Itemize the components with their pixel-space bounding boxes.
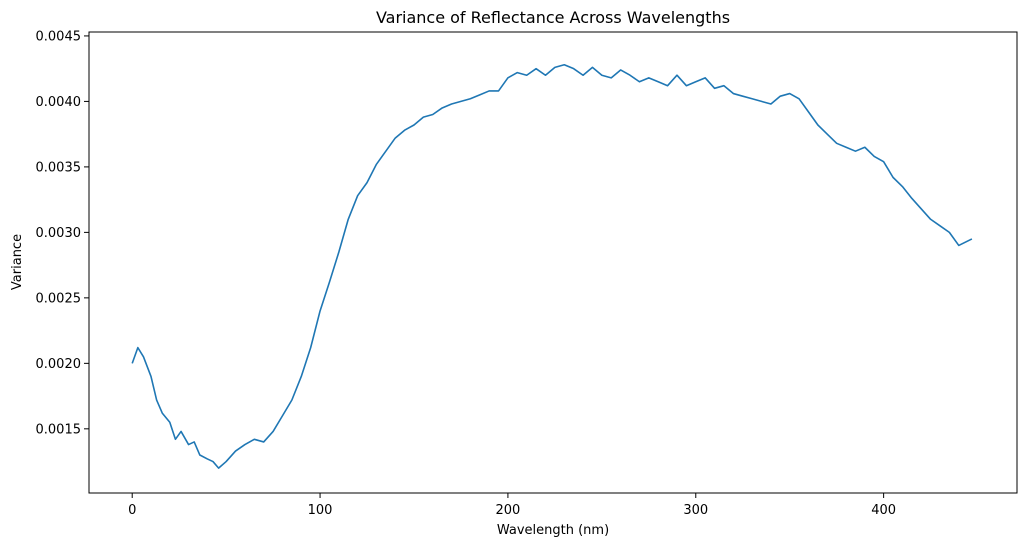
y-tick-label: 0.0035 — [36, 160, 82, 175]
x-tick-label: 200 — [496, 503, 521, 518]
x-tick-label: 100 — [308, 503, 333, 518]
x-tick-label: 400 — [871, 503, 896, 518]
y-axis: 0.0015 0.0020 0.0025 0.0030 0.0035 0.0040 0.00… — [36, 29, 89, 437]
axes-frame — [88, 31, 1018, 494]
y-tick-label: 0.0040 — [36, 95, 82, 110]
x-tick-label: 300 — [683, 503, 708, 518]
y-tick-label: 0.0045 — [36, 29, 82, 44]
y-tick-label: 0.0025 — [36, 291, 82, 306]
x-axis: 0 100 200 300 400 — [128, 493, 896, 518]
x-axis-label: Wavelength (nm) — [497, 523, 609, 538]
y-tick-label: 0.0020 — [36, 357, 82, 372]
y-tick-label: 0.0030 — [36, 226, 82, 241]
y-tick-label: 0.0015 — [36, 422, 82, 437]
variance-series-line — [131, 63, 973, 469]
y-axis-label: Variance — [10, 234, 25, 290]
x-tick-label: 0 — [128, 503, 136, 518]
chart-title: Variance of Reflectance Across Wavelengt… — [376, 8, 730, 27]
